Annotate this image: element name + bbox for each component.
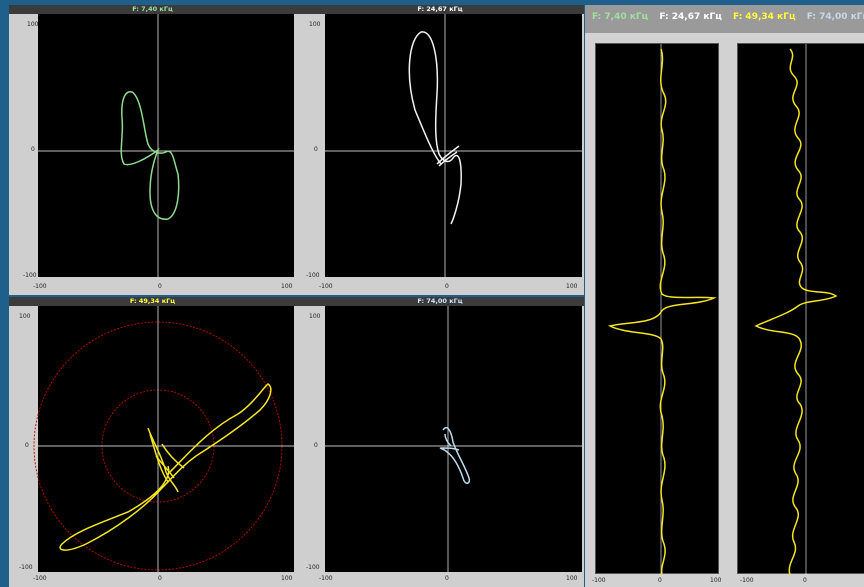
polar-trace-svg-1: [38, 14, 294, 277]
x-tick-right: 100: [281, 283, 293, 290]
legend-item-3[interactable]: F: 49,34 кГц: [733, 12, 796, 22]
strip-plots-area: F: 7,40 кГц F: 24,67 кГц F: 49,34 кГц F:…: [585, 5, 864, 587]
legend-item-4[interactable]: F: 74,00 кГц: [806, 12, 864, 22]
x-tick-left: -100: [33, 575, 47, 582]
trace-24-67: [408, 31, 462, 225]
polar-trace-svg-3: [33, 306, 294, 572]
y-tick-top: 100: [19, 313, 31, 320]
strip-plot-2[interactable]: [737, 43, 864, 576]
y-tick-mid: 0: [314, 146, 318, 153]
y-tick-top: 100: [309, 313, 321, 320]
polar-panel-1: F: 7,40 кГц 100 0 -100 -100 0 100: [9, 5, 296, 295]
legend-item-1[interactable]: F: 7,40 кГц: [592, 12, 649, 22]
y-tick-mid: 0: [314, 442, 318, 449]
polar-panel-4: F: 74,00 кГц 100 0 -100 -100 0 100: [296, 297, 584, 587]
x-tick-right: 100: [281, 575, 293, 582]
polar-panel-2: F: 24,67 кГц 100 0 -100 -100 0 100: [296, 5, 584, 295]
polar-title-3: F: 49,34 кГц: [9, 297, 296, 306]
polar-trace-svg-4: [325, 306, 582, 572]
y-tick-top: 100: [309, 21, 321, 28]
polar-plot-3[interactable]: [33, 306, 294, 572]
polar-title-2: F: 24,67 кГц: [296, 5, 584, 14]
polar-title-1: F: 7,40 кГц: [9, 5, 296, 14]
y-tick-bottom: -100: [306, 564, 320, 571]
strip2-x-tick-left: -100: [740, 577, 754, 584]
strip-trace-2: [754, 48, 838, 576]
x-tick-mid: 0: [158, 575, 162, 582]
y-tick-bottom: -100: [19, 564, 33, 571]
polar-plot-2[interactable]: [325, 14, 582, 277]
strip-trace-svg-2: [754, 44, 838, 576]
x-tick-mid: 0: [158, 283, 162, 290]
x-tick-mid: 0: [445, 575, 449, 582]
strip-trace-1: [607, 48, 717, 576]
polar-plot-1[interactable]: [38, 14, 294, 277]
x-tick-left: -100: [33, 283, 47, 290]
x-tick-left: -100: [319, 575, 333, 582]
polar-plot-4[interactable]: [325, 306, 582, 572]
x-tick-mid: 0: [445, 283, 449, 290]
polar-title-4: F: 74,00 кГц: [296, 297, 584, 306]
y-tick-top: 100: [27, 21, 39, 28]
polar-trace-svg-2: [325, 14, 582, 277]
y-tick-mid: 0: [31, 146, 35, 153]
strip-trace-svg-1: [607, 44, 717, 576]
trace-74-00: [439, 426, 471, 484]
frequency-legend: F: 7,40 кГц F: 24,67 кГц F: 49,34 кГц F:…: [585, 5, 864, 33]
strip-plot-1[interactable]: [595, 43, 719, 576]
strip1-x-tick-mid: 0: [658, 577, 662, 584]
strip1-x-tick-right: 100: [710, 577, 722, 584]
trace-7-40: [120, 91, 180, 220]
polar-panel-3: F: 49,34 кГц 100 0 -100 -100 0 100: [9, 297, 296, 587]
y-tick-bottom: -100: [23, 272, 37, 279]
trace-49-34: [59, 383, 272, 551]
legend-item-2[interactable]: F: 24,67 кГц: [659, 12, 722, 22]
y-tick-mid: 0: [25, 442, 29, 449]
x-tick-left: -100: [319, 283, 333, 290]
x-tick-right: 100: [566, 575, 578, 582]
x-tick-right: 100: [566, 283, 578, 290]
y-tick-bottom: -100: [306, 272, 320, 279]
strip1-x-tick-left: -100: [592, 577, 606, 584]
strip2-x-tick-mid: 0: [803, 577, 807, 584]
